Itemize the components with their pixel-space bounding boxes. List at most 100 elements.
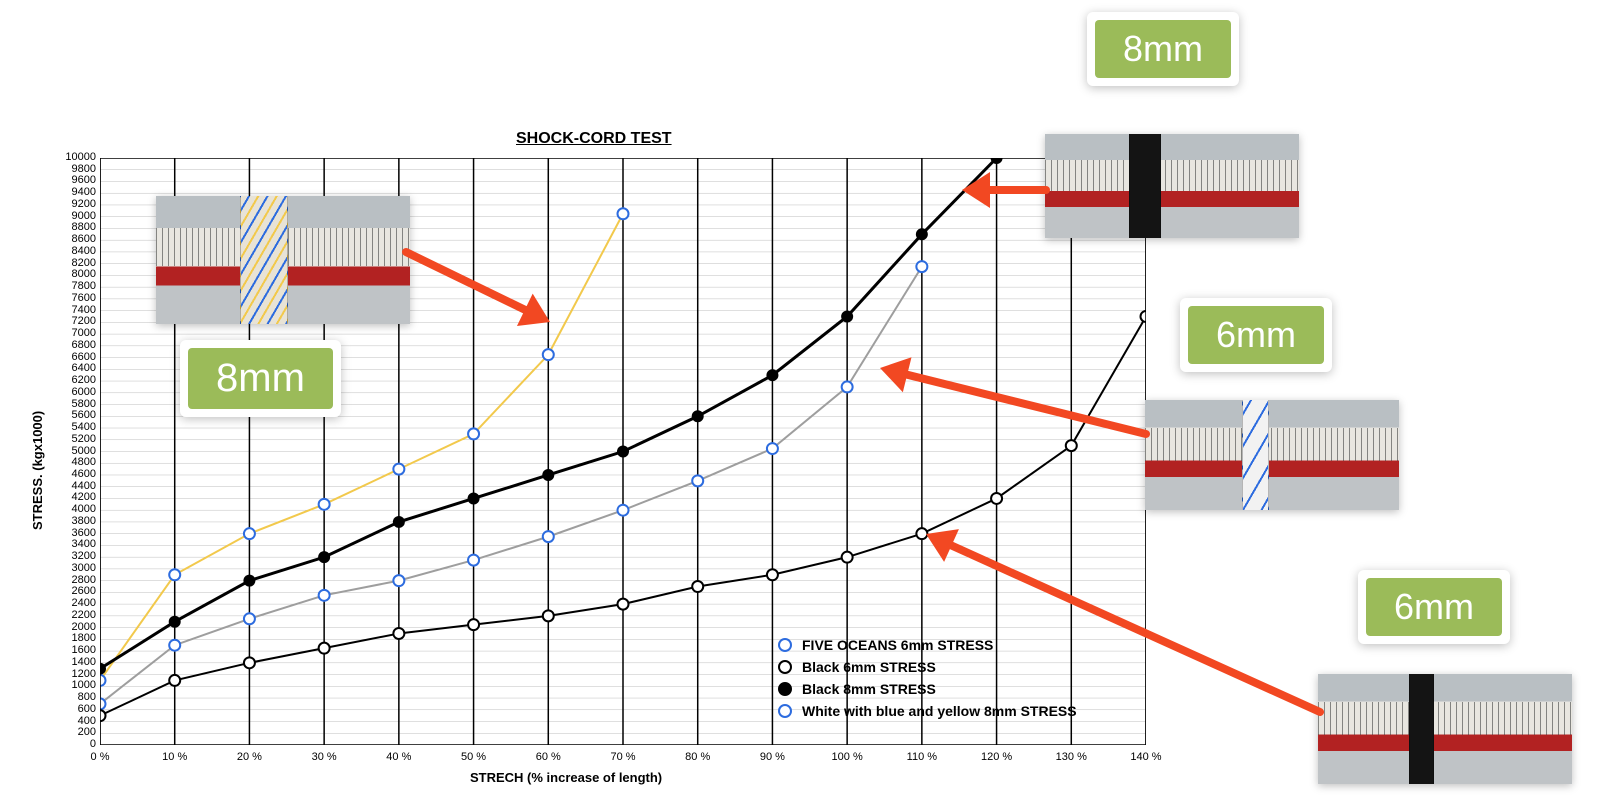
- y-tick-label: 9200: [56, 198, 96, 210]
- legend-marker-black_6mm: [776, 658, 794, 676]
- marker-fiveoceans_6mm: [692, 475, 703, 486]
- ruler-ticks: [1318, 702, 1572, 735]
- y-tick-label: 1600: [56, 644, 96, 656]
- marker-black_8mm: [169, 616, 181, 628]
- ruler-ticks: [1145, 428, 1399, 461]
- ruler-icon: [1145, 400, 1399, 510]
- marker-fiveoceans_6mm: [767, 443, 778, 454]
- y-tick-label: 1000: [56, 679, 96, 691]
- photo-white-8mm: [156, 196, 410, 324]
- x-tick-label: 110 %: [900, 751, 944, 763]
- marker-black_8mm: [766, 369, 778, 381]
- marker-fiveoceans_6mm: [618, 505, 629, 516]
- marker-white_8mm: [319, 499, 330, 510]
- y-tick-label: 600: [56, 703, 96, 715]
- marker-fiveoceans_6mm: [393, 575, 404, 586]
- y-tick-label: 8400: [56, 245, 96, 257]
- y-tick-label: 3600: [56, 527, 96, 539]
- marker-black_6mm: [692, 581, 703, 592]
- marker-fiveoceans_6mm: [916, 261, 927, 272]
- y-tick-label: 4400: [56, 480, 96, 492]
- callout-6mm-mid: 6mm: [1180, 298, 1332, 372]
- x-tick-label: 80 %: [676, 751, 720, 763]
- y-tick-label: 6800: [56, 339, 96, 351]
- y-tick-label: 7800: [56, 280, 96, 292]
- y-tick-label: 3000: [56, 562, 96, 574]
- y-tick-label: 5600: [56, 409, 96, 421]
- marker-black_6mm: [767, 569, 778, 580]
- x-tick-label: 0 %: [78, 751, 122, 763]
- marker-black_6mm: [319, 643, 330, 654]
- marker-black_8mm: [393, 516, 405, 528]
- marker-white_8mm: [100, 675, 106, 686]
- marker-black_6mm: [1141, 311, 1147, 322]
- x-axis-label: STRECH (% increase of length): [470, 770, 662, 785]
- y-tick-label: 7600: [56, 292, 96, 304]
- callout-8mm-left-badge: 8mm: [188, 348, 333, 409]
- legend-marker-white_8mm: [776, 702, 794, 720]
- y-tick-label: 7400: [56, 304, 96, 316]
- legend-label-fiveoceans_6mm: FIVE OCEANS 6mm STRESS: [802, 637, 993, 653]
- y-tick-label: 5800: [56, 398, 96, 410]
- x-tick-label: 20 %: [227, 751, 271, 763]
- legend-marker-fiveoceans_6mm: [776, 636, 794, 654]
- x-tick-label: 40 %: [377, 751, 421, 763]
- marker-white_8mm: [169, 569, 180, 580]
- marker-black_6mm: [244, 657, 255, 668]
- y-tick-label: 400: [56, 715, 96, 727]
- y-tick-label: 5200: [56, 433, 96, 445]
- y-tick-label: 9400: [56, 186, 96, 198]
- callout-8mm-top: 8mm: [1087, 12, 1239, 86]
- marker-black_6mm: [1066, 440, 1077, 451]
- y-tick-label: 8200: [56, 257, 96, 269]
- y-tick-label: 200: [56, 726, 96, 738]
- y-axis-label: STRESS. (kgx1000): [30, 411, 45, 530]
- marker-white_8mm: [244, 528, 255, 539]
- marker-black_8mm: [243, 575, 255, 587]
- legend-label-black_8mm: Black 8mm STRESS: [802, 681, 936, 697]
- x-tick-label: 140 %: [1124, 751, 1168, 763]
- y-tick-label: 0: [56, 738, 96, 750]
- y-tick-label: 3200: [56, 550, 96, 562]
- photo-black-8mm: [1045, 134, 1299, 238]
- y-tick-label: 8000: [56, 268, 96, 280]
- x-tick-label: 10 %: [153, 751, 197, 763]
- y-tick-label: 9800: [56, 163, 96, 175]
- marker-black_6mm: [169, 675, 180, 686]
- x-tick-label: 130 %: [1049, 751, 1093, 763]
- y-tick-label: 2000: [56, 621, 96, 633]
- marker-white_8mm: [618, 208, 629, 219]
- marker-white_8mm: [543, 349, 554, 360]
- y-tick-label: 1200: [56, 668, 96, 680]
- marker-black_6mm: [618, 599, 629, 610]
- x-tick-label: 60 %: [526, 751, 570, 763]
- x-tick-label: 100 %: [825, 751, 869, 763]
- callout-6mm-mid-badge: 6mm: [1188, 306, 1324, 364]
- y-tick-label: 3400: [56, 538, 96, 550]
- y-tick-label: 8800: [56, 221, 96, 233]
- y-tick-label: 2400: [56, 597, 96, 609]
- legend-label-white_8mm: White with blue and yellow 8mm STRESS: [802, 703, 1077, 719]
- x-tick-label: 70 %: [601, 751, 645, 763]
- legend: FIVE OCEANS 6mm STRESS Black 6mm STRESS Bl…: [776, 636, 1077, 724]
- y-tick-label: 9600: [56, 174, 96, 186]
- y-tick-label: 8600: [56, 233, 96, 245]
- marker-black_6mm: [100, 710, 106, 721]
- marker-black_6mm: [842, 552, 853, 563]
- callout-8mm-top-badge: 8mm: [1095, 20, 1231, 78]
- y-tick-label: 2800: [56, 574, 96, 586]
- marker-black_6mm: [916, 528, 927, 539]
- y-tick-label: 7000: [56, 327, 96, 339]
- legend-label-black_6mm: Black 6mm STRESS: [802, 659, 936, 675]
- y-tick-label: 10000: [56, 151, 96, 163]
- marker-fiveoceans_6mm: [100, 698, 106, 709]
- y-tick-label: 7200: [56, 315, 96, 327]
- cord-icon: [1242, 400, 1269, 510]
- marker-fiveoceans_6mm: [468, 555, 479, 566]
- legend-item-white_8mm: White with blue and yellow 8mm STRESS: [776, 702, 1077, 720]
- marker-black_8mm: [692, 410, 704, 422]
- marker-black_8mm: [468, 492, 480, 504]
- photo-black-6mm: [1318, 674, 1572, 784]
- y-tick-label: 5000: [56, 445, 96, 457]
- ruler-ticks: [1045, 160, 1299, 191]
